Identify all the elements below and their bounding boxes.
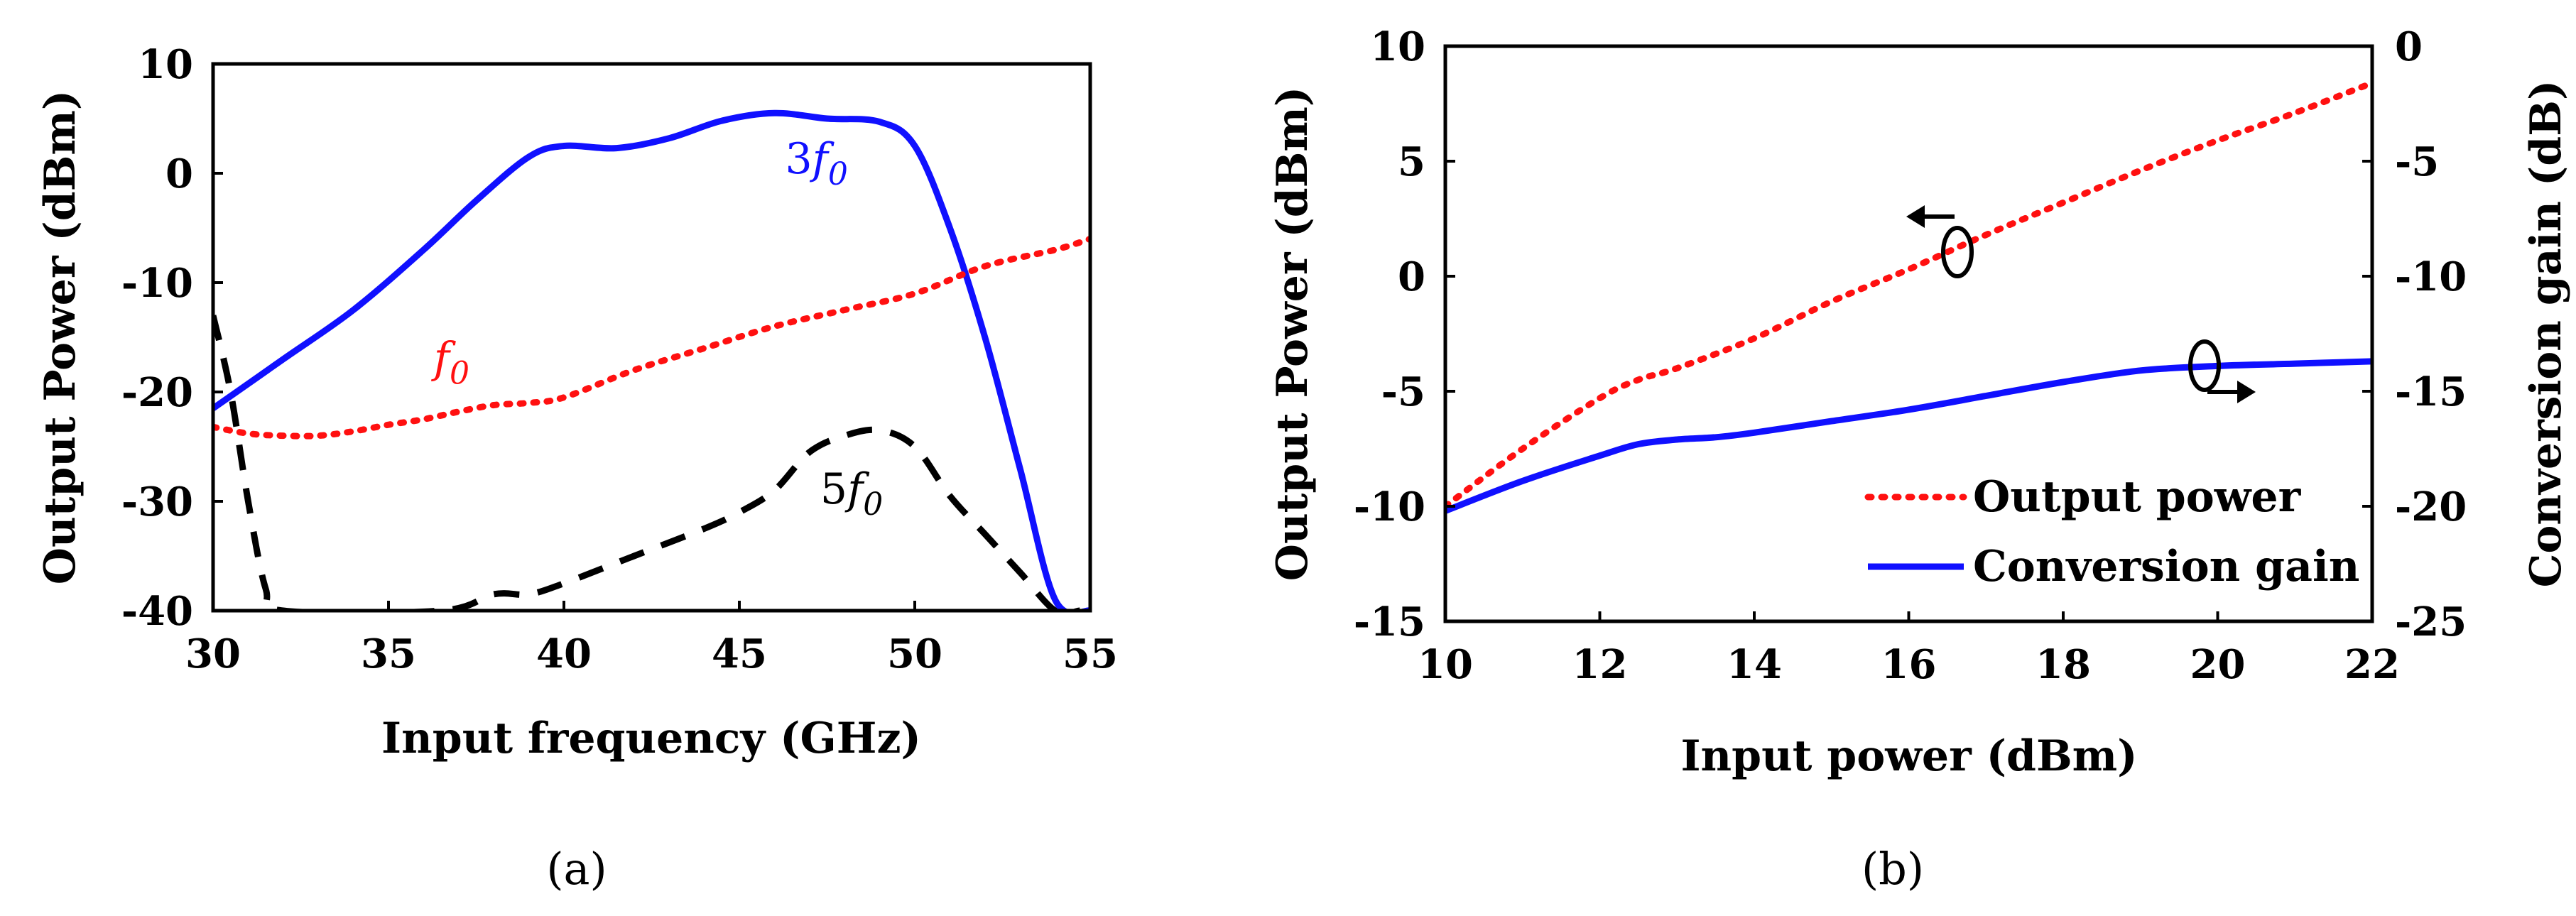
y-tick-label: -10 xyxy=(1354,484,1425,530)
series-annotation: 3f0 xyxy=(785,134,847,192)
panel-b-chart: 10 12 14 16 18 20 22 -15 -10 -5 0 5 10 -25 -20 -15 -10 -5… xyxy=(1268,23,2571,895)
y2-tick-label: 0 xyxy=(2395,23,2423,70)
series-annotation: f0 xyxy=(431,333,469,391)
x-tick-label: 35 xyxy=(361,631,416,677)
panel-b-y2-axis-label: Conversion gain (dB) xyxy=(2521,80,2571,588)
y-tick-label: -40 xyxy=(121,588,193,635)
series-annotation: 5f0 xyxy=(820,464,883,523)
series-line-5f0 xyxy=(213,315,1080,611)
y-tick-label: -15 xyxy=(1354,599,1425,645)
x-tick-label: 20 xyxy=(2190,641,2246,688)
y-tick-label: -30 xyxy=(121,479,193,525)
x-tick-label: 45 xyxy=(712,631,767,677)
y2-tick-label: -5 xyxy=(2395,138,2439,185)
panel-a-label: (a) xyxy=(546,843,607,895)
panel-b-y-axis-label: Output Power (dBm) xyxy=(1268,87,1317,582)
x-tick-label: 30 xyxy=(185,631,241,677)
panel-a-chart: 30 35 40 45 50 55 -40 -30 -20 -10 0 10 3f0 f0 5f0 Inp… xyxy=(36,41,1118,895)
conversion-gain-axis-marker xyxy=(2188,339,2256,403)
panel-a-x-axis-label: Input frequency (GHz) xyxy=(381,714,921,763)
y2-tick-label: -25 xyxy=(2395,599,2467,645)
y2-tick-label: -15 xyxy=(2395,369,2467,415)
y-tick-label: 10 xyxy=(1370,23,1425,70)
x-tick-label: 18 xyxy=(2036,641,2091,688)
x-tick-label: 55 xyxy=(1063,631,1118,677)
y-tick-label: 0 xyxy=(1398,253,1425,300)
panel-a-y-axis-label: Output Power (dBm) xyxy=(36,90,85,585)
x-tick-label: 12 xyxy=(1572,641,1628,688)
panel-b-legend: Output power Conversion gain xyxy=(1864,472,2359,591)
panel-a-tick-group: 30 35 40 45 50 55 -40 -30 -20 -10 0 10 xyxy=(121,41,1118,677)
y-tick-label: 10 xyxy=(138,41,193,88)
series-line-3f0 xyxy=(213,109,1090,611)
panel-b-tick-group: 10 12 14 16 18 20 22 -15 -10 -5 0 5 10 -25 -20 -15 -10 -5… xyxy=(1354,23,2467,688)
panel-a-annotation-group: 3f0 f0 5f0 xyxy=(431,134,883,523)
panel-b-series-group xyxy=(1445,80,2372,514)
y2-tick-label: -20 xyxy=(2395,484,2467,530)
legend-label-output-power: Output power xyxy=(1973,472,2302,522)
panel-b-x-axis-label: Input power (dBm) xyxy=(1680,731,2137,781)
panel-a-series-group xyxy=(213,109,1090,611)
x-tick-label: 50 xyxy=(887,631,942,677)
series-line-output-power xyxy=(1445,80,2372,510)
y-tick-label: -5 xyxy=(1381,369,1425,415)
output-power-axis-marker xyxy=(1906,205,1974,278)
legend-label-conversion-gain: Conversion gain xyxy=(1973,542,2359,591)
x-tick-label: 14 xyxy=(1727,641,1782,688)
x-tick-label: 40 xyxy=(536,631,592,677)
x-tick-label: 22 xyxy=(2344,641,2400,688)
x-tick-label: 16 xyxy=(1881,641,1937,688)
panel-b-label: (b) xyxy=(1862,843,1924,895)
panel-a-plot-frame xyxy=(211,62,1092,613)
y-tick-label: -20 xyxy=(121,369,193,416)
series-line-f0 xyxy=(213,235,1090,440)
y-tick-label: -10 xyxy=(121,260,193,307)
y-tick-label: 0 xyxy=(165,151,193,197)
y-tick-label: 5 xyxy=(1398,138,1425,185)
series-line-conversion-gain xyxy=(1445,358,2372,514)
y2-tick-label: -10 xyxy=(2395,253,2467,300)
x-tick-label: 10 xyxy=(1418,641,1473,688)
